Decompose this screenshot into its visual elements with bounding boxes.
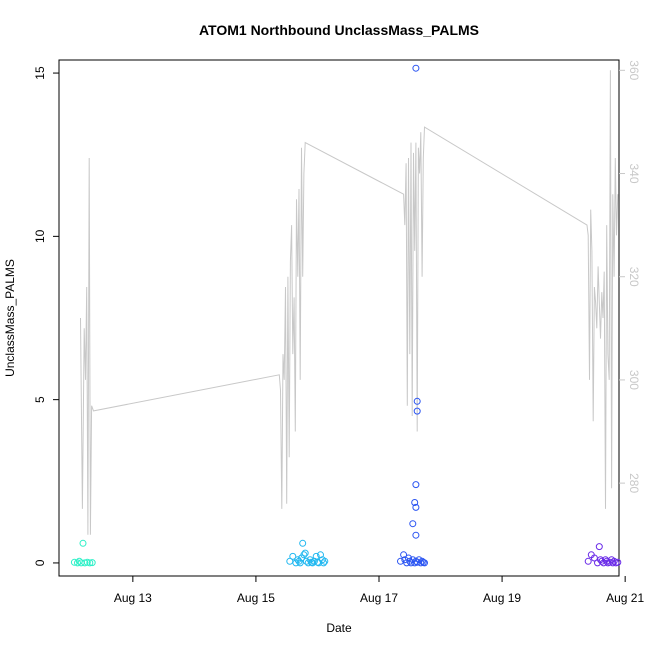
right-y-tick-label: 280 bbox=[627, 473, 641, 493]
data-point bbox=[413, 397, 421, 405]
data-point bbox=[74, 559, 81, 567]
left-y-tick-label: 15 bbox=[33, 66, 47, 80]
data-point bbox=[595, 543, 603, 551]
data-point bbox=[609, 559, 617, 567]
data-point bbox=[86, 559, 94, 567]
data-point bbox=[412, 531, 420, 539]
data-point bbox=[590, 554, 598, 562]
data-point bbox=[614, 558, 622, 566]
x-tick-label: Aug 17 bbox=[360, 591, 398, 605]
data-point bbox=[610, 557, 618, 565]
left-y-axis: 0 5 10 15 bbox=[33, 66, 59, 566]
data-point bbox=[296, 559, 304, 567]
right-y-tick-label: 340 bbox=[627, 164, 641, 184]
data-point bbox=[301, 549, 309, 557]
data-point bbox=[299, 539, 307, 547]
x-tick-label: Aug 19 bbox=[483, 591, 521, 605]
data-point bbox=[412, 503, 420, 511]
data-point bbox=[412, 64, 420, 72]
data-point bbox=[584, 557, 592, 565]
data-point bbox=[320, 559, 328, 567]
scatter-series bbox=[70, 64, 622, 567]
x-tick-label: Aug 21 bbox=[606, 591, 644, 605]
x-tick-label: Aug 15 bbox=[237, 591, 275, 605]
left-y-tick-label: 10 bbox=[33, 229, 47, 243]
x-tick-label: Aug 13 bbox=[114, 591, 152, 605]
data-point bbox=[321, 557, 329, 565]
data-point bbox=[289, 552, 297, 560]
right-y-tick-label: 360 bbox=[627, 60, 641, 80]
right-y-tick-label: 300 bbox=[627, 370, 641, 390]
data-point bbox=[88, 559, 96, 567]
x-axis: Aug 13 Aug 15 Aug 17 Aug 19 Aug 21 bbox=[114, 576, 644, 605]
data-point bbox=[411, 499, 419, 506]
y-axis-label: UnclassMass_PALMS bbox=[3, 259, 17, 377]
x-axis-label: Date bbox=[326, 621, 352, 635]
chart-title: ATOM1 Northbound UnclassMass_PALMS bbox=[199, 22, 479, 38]
data-point bbox=[70, 558, 78, 566]
data-point bbox=[400, 551, 408, 559]
data-point bbox=[300, 551, 308, 559]
data-point bbox=[412, 481, 420, 489]
data-point bbox=[409, 520, 417, 528]
plot-frame bbox=[58, 59, 620, 577]
data-point bbox=[79, 539, 87, 547]
left-y-tick-label: 5 bbox=[33, 396, 47, 403]
data-point bbox=[310, 557, 318, 565]
right-y-tick-label: 320 bbox=[627, 267, 641, 287]
data-point bbox=[413, 407, 421, 415]
line-series bbox=[80, 70, 619, 535]
data-point bbox=[421, 559, 428, 567]
right-y-axis: 280 300 320 340 360 bbox=[619, 60, 641, 493]
series-line bbox=[80, 70, 619, 535]
left-y-tick-label: 0 bbox=[33, 559, 47, 566]
data-point bbox=[397, 557, 404, 565]
